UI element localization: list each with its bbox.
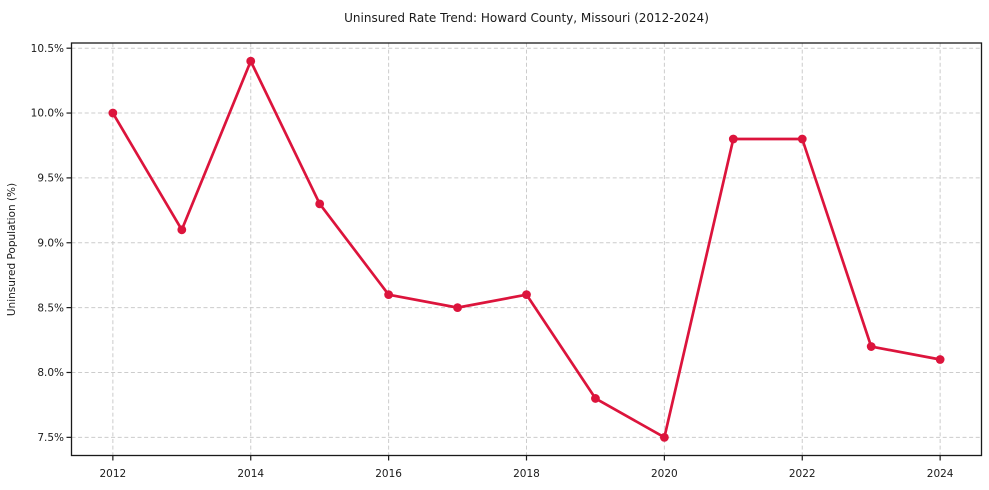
data-point-marker: [246, 56, 256, 66]
data-point-marker: [659, 432, 669, 442]
data-point-marker: [315, 199, 325, 209]
data-point-marker: [453, 303, 462, 313]
data-point-marker: [728, 134, 738, 144]
data-point-marker: [797, 134, 807, 144]
grid-layer: [71, 43, 982, 456]
data-point-marker: [177, 225, 187, 235]
y-tick-label: 8.0%: [37, 367, 64, 379]
x-tick-label: 2022: [789, 468, 816, 480]
x-tick-label: 2018: [513, 468, 540, 480]
y-tick-label: 8.5%: [37, 302, 64, 314]
data-series-layer: [108, 56, 945, 442]
y-tick-label: 7.5%: [37, 432, 64, 444]
data-point-marker: [866, 342, 876, 351]
data-point-marker: [384, 290, 394, 300]
data-point-marker: [591, 394, 600, 403]
y-tick-label: 9.0%: [37, 237, 64, 249]
x-tick-label: 2016: [375, 468, 402, 480]
data-point-marker: [522, 290, 531, 300]
x-tick-label: 2014: [237, 468, 264, 480]
data-point-marker: [108, 108, 118, 118]
chart-title: Uninsured Rate Trend: Howard County, Mis…: [344, 11, 709, 25]
y-tick-label: 10.0%: [31, 108, 64, 120]
x-tick-label: 2012: [99, 468, 126, 480]
y-axis-label: Uninsured Population (%): [6, 183, 18, 316]
x-tick-label: 2020: [651, 468, 678, 480]
data-point-marker: [935, 355, 945, 364]
x-tick-label: 2024: [927, 468, 954, 480]
y-tick-label: 9.5%: [37, 173, 64, 185]
axis-layer: 2012 2014 2016 2018 2020 2022 2024 7.5% 8.0% 8.5%…: [31, 42, 983, 480]
y-tick-label: 10.5%: [31, 43, 64, 55]
